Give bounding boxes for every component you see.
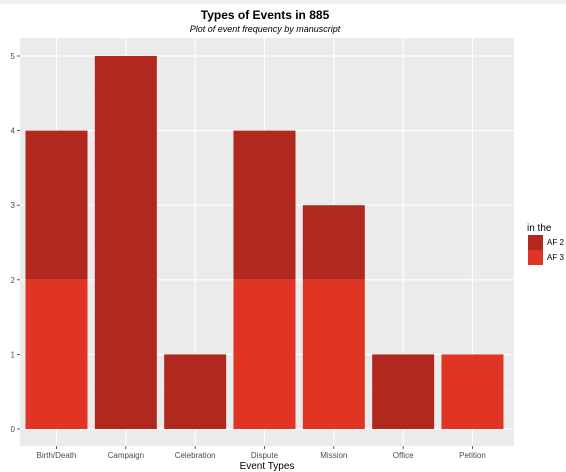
x-tick-label-campaign: Campaign <box>108 451 144 460</box>
x-tick-label-birth-death: Birth/Death <box>36 451 76 460</box>
x-tick-label-mission: Mission <box>320 451 347 460</box>
x-tick-label-petition: Petition <box>459 451 486 460</box>
legend-key-af3 <box>528 250 543 265</box>
bar-af2-campaign <box>94 56 157 429</box>
x-axis: Birth/Death Campaign Celebration Dispute Mis… <box>36 446 486 460</box>
y-tick-label: 5 <box>11 52 16 61</box>
legend-key-af2 <box>528 235 543 250</box>
window-top-strip <box>0 0 566 4</box>
y-tick-label: 3 <box>11 201 16 210</box>
bar-af3-birth-death <box>25 279 88 429</box>
bar-layer <box>25 56 504 429</box>
bar-af3-dispute <box>233 279 296 429</box>
y-tick-label: 4 <box>11 127 16 136</box>
chart-subtitle: Plot of event frequency by manuscript <box>190 24 341 34</box>
x-axis-label: Event Types <box>240 461 295 472</box>
legend-label-af3: AF 3 <box>547 253 564 262</box>
y-tick-label: 1 <box>11 350 16 359</box>
bar-af2-birth-death <box>25 130 88 280</box>
y-tick-label: 0 <box>11 425 16 434</box>
legend: in the AF 2 AF 3 <box>527 223 564 265</box>
x-tick-label-office: Office <box>393 451 414 460</box>
x-tick-label-celebration: Celebration <box>175 451 216 460</box>
bar-af3-mission <box>302 279 365 429</box>
y-tick-label: 2 <box>11 276 16 285</box>
bar-af2-celebration <box>164 354 227 429</box>
y-axis: 0 1 2 3 4 5 <box>11 52 20 434</box>
bar-af2-office <box>372 354 435 429</box>
bar-af2-mission <box>302 205 365 280</box>
legend-title: in the <box>527 223 552 234</box>
chart-title: Types of Events in 885 <box>201 8 330 22</box>
legend-label-af2: AF 2 <box>547 238 564 247</box>
bar-af3-petition <box>441 354 504 429</box>
bar-af2-dispute <box>233 130 296 280</box>
x-tick-label-dispute: Dispute <box>251 451 279 460</box>
